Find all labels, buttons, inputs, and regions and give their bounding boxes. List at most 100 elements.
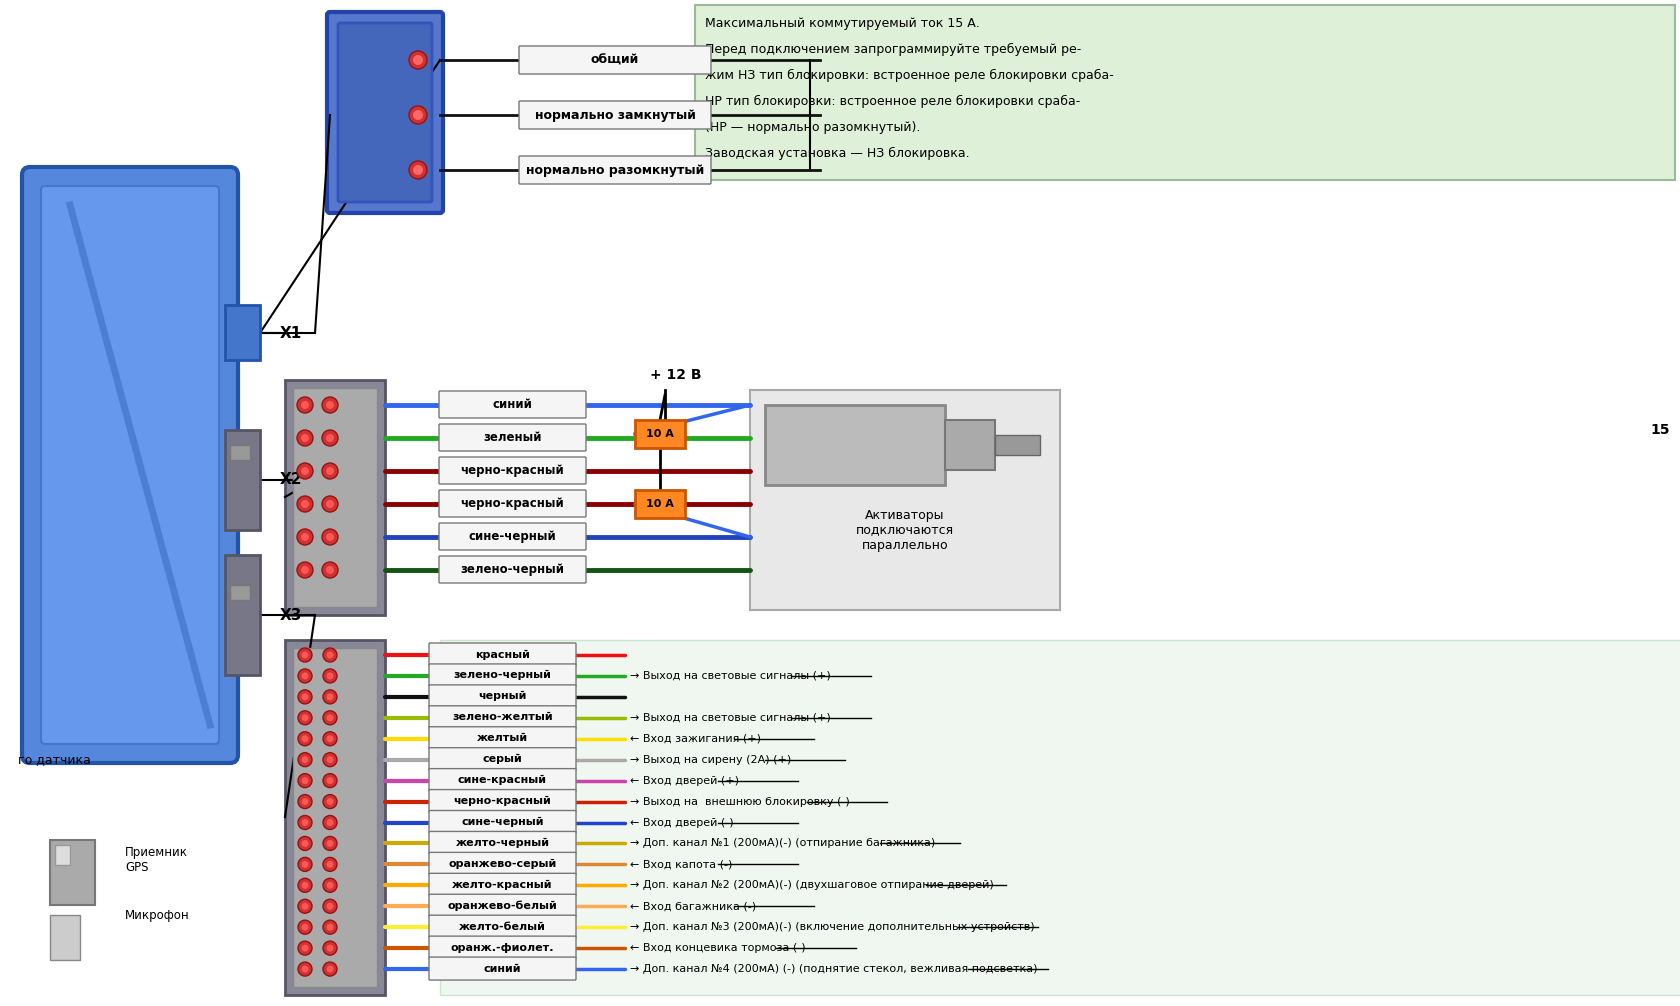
FancyBboxPatch shape bbox=[438, 556, 586, 583]
Circle shape bbox=[297, 690, 312, 704]
Circle shape bbox=[326, 735, 333, 742]
Circle shape bbox=[326, 672, 333, 679]
Bar bbox=[635, 420, 684, 448]
Circle shape bbox=[301, 533, 309, 541]
Text: черно-красный: черно-красный bbox=[460, 497, 564, 510]
Text: оранж.-фиолет.: оранж.-фиолет. bbox=[450, 943, 554, 953]
Text: сине-черный: сине-черный bbox=[460, 817, 543, 827]
Circle shape bbox=[301, 777, 309, 784]
Circle shape bbox=[301, 798, 309, 805]
Bar bbox=[225, 430, 260, 530]
Circle shape bbox=[326, 401, 334, 409]
Circle shape bbox=[301, 819, 309, 826]
Circle shape bbox=[413, 165, 423, 175]
FancyBboxPatch shape bbox=[428, 769, 576, 792]
Circle shape bbox=[301, 652, 309, 659]
Circle shape bbox=[323, 496, 338, 512]
Circle shape bbox=[323, 731, 336, 745]
Text: сине-черный: сине-черный bbox=[469, 530, 556, 543]
Text: ← Вход дверей (+): ← Вход дверей (+) bbox=[630, 776, 739, 786]
Circle shape bbox=[297, 752, 312, 767]
FancyBboxPatch shape bbox=[428, 831, 576, 854]
Text: ← Вход багажника (-): ← Вход багажника (-) bbox=[630, 901, 756, 911]
Circle shape bbox=[326, 798, 333, 805]
Bar bbox=[230, 585, 250, 600]
Circle shape bbox=[326, 840, 333, 847]
Bar bbox=[292, 388, 376, 607]
Text: желтый: желтый bbox=[477, 733, 528, 743]
Text: красный: красный bbox=[475, 650, 529, 660]
Bar bbox=[286, 380, 385, 615]
Bar bbox=[749, 390, 1060, 610]
Text: → Доп. канал №4 (200мА) (-) (поднятие стекол, вежливая подсветка): → Доп. канал №4 (200мА) (-) (поднятие ст… bbox=[630, 964, 1037, 974]
Circle shape bbox=[301, 861, 309, 868]
FancyBboxPatch shape bbox=[428, 747, 576, 771]
Bar bbox=[440, 640, 1680, 995]
Text: серый: серый bbox=[482, 754, 522, 765]
Circle shape bbox=[326, 714, 333, 721]
Text: Перед подключением запрограммируйте требуемый ре-: Перед подключением запрограммируйте треб… bbox=[704, 42, 1080, 55]
Text: Микрофон: Микрофон bbox=[124, 908, 190, 921]
Circle shape bbox=[301, 401, 309, 409]
Text: X1: X1 bbox=[281, 326, 302, 340]
Text: зеленый: зеленый bbox=[482, 431, 541, 444]
Circle shape bbox=[297, 562, 312, 578]
Bar bbox=[292, 648, 376, 987]
FancyBboxPatch shape bbox=[428, 915, 576, 939]
Circle shape bbox=[323, 669, 336, 683]
FancyBboxPatch shape bbox=[428, 790, 576, 813]
Circle shape bbox=[326, 819, 333, 826]
FancyBboxPatch shape bbox=[428, 873, 576, 896]
Text: общий: общий bbox=[591, 53, 638, 66]
FancyBboxPatch shape bbox=[428, 811, 576, 834]
Bar bbox=[50, 915, 81, 960]
Bar bbox=[50, 840, 96, 905]
Circle shape bbox=[326, 882, 333, 889]
Bar bbox=[225, 305, 260, 360]
Circle shape bbox=[323, 878, 336, 892]
Circle shape bbox=[323, 962, 336, 976]
Text: ← Вход капота (-): ← Вход капота (-) bbox=[630, 859, 732, 869]
Circle shape bbox=[413, 55, 423, 65]
Circle shape bbox=[326, 861, 333, 868]
Bar bbox=[55, 845, 71, 865]
Circle shape bbox=[301, 693, 309, 700]
Text: ← Вход дверей (-): ← Вход дверей (-) bbox=[630, 818, 732, 828]
Circle shape bbox=[297, 430, 312, 446]
Circle shape bbox=[323, 899, 336, 913]
Circle shape bbox=[301, 500, 309, 508]
Text: 10 А: 10 А bbox=[645, 429, 674, 439]
Circle shape bbox=[301, 945, 309, 952]
Circle shape bbox=[323, 816, 336, 830]
Circle shape bbox=[408, 161, 427, 179]
Bar bbox=[225, 555, 260, 675]
Circle shape bbox=[413, 110, 423, 120]
Circle shape bbox=[301, 924, 309, 931]
Circle shape bbox=[297, 711, 312, 724]
Text: сине-красный: сине-красный bbox=[457, 775, 546, 785]
Circle shape bbox=[301, 672, 309, 679]
Circle shape bbox=[297, 878, 312, 892]
FancyBboxPatch shape bbox=[438, 457, 586, 484]
Circle shape bbox=[297, 795, 312, 809]
Text: ← Вход концевика тормоза (-): ← Вход концевика тормоза (-) bbox=[630, 944, 805, 953]
Bar bbox=[286, 640, 385, 995]
FancyBboxPatch shape bbox=[519, 46, 711, 74]
Circle shape bbox=[297, 648, 312, 662]
Circle shape bbox=[326, 652, 333, 659]
FancyBboxPatch shape bbox=[428, 643, 576, 666]
FancyBboxPatch shape bbox=[428, 726, 576, 749]
Circle shape bbox=[301, 434, 309, 442]
Circle shape bbox=[297, 774, 312, 788]
Text: го датчика: го датчика bbox=[18, 753, 91, 767]
Text: Активаторы
подключаются
параллельно: Активаторы подключаются параллельно bbox=[855, 508, 954, 551]
Circle shape bbox=[297, 857, 312, 871]
Text: 10 А: 10 А bbox=[645, 499, 674, 509]
FancyBboxPatch shape bbox=[428, 852, 576, 875]
FancyBboxPatch shape bbox=[519, 101, 711, 129]
Text: 15: 15 bbox=[1650, 423, 1668, 437]
Text: → Доп. канал №1 (200мА)(-) (отпирание багажника): → Доп. канал №1 (200мА)(-) (отпирание ба… bbox=[630, 838, 934, 848]
FancyBboxPatch shape bbox=[519, 156, 711, 184]
Circle shape bbox=[297, 942, 312, 955]
Circle shape bbox=[323, 562, 338, 578]
